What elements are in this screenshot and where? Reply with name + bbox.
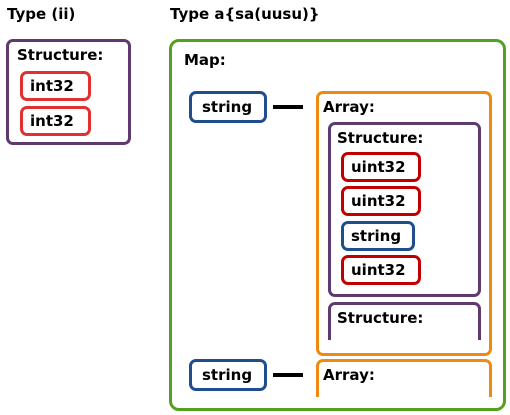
type-label: uint32 [351, 192, 406, 210]
structure-label: Structure: [337, 309, 424, 327]
type-label: uint32 [351, 261, 406, 279]
heading-type-ii: Type (ii) [7, 5, 76, 23]
string-field: string [341, 221, 415, 251]
uint32-field: uint32 [341, 186, 421, 216]
map-label: Map: [184, 51, 226, 69]
key-value-connector [273, 105, 303, 109]
type-label: string [202, 98, 253, 116]
array-box: Array: Structure: uint32 uint32 string u… [316, 91, 492, 356]
key-value-connector [273, 373, 303, 377]
array-box-truncated: Array: [316, 359, 492, 397]
map-box: Map: string Array: Structure: uint32 uin… [169, 39, 506, 411]
map-key-string: string [189, 91, 267, 123]
heading-type-map: Type a{sa(uusu)} [170, 5, 320, 23]
array-label: Array: [323, 98, 375, 116]
structure-box: Structure: int32 int32 [6, 39, 131, 145]
uint32-field: uint32 [341, 255, 421, 285]
structure-label: Structure: [337, 129, 424, 147]
type-label: int32 [30, 112, 74, 130]
structure-box-truncated: Structure: [328, 302, 481, 340]
type-label: string [202, 366, 253, 384]
type-label: string [351, 227, 402, 245]
int32-field: int32 [20, 106, 91, 136]
uint32-field: uint32 [341, 152, 421, 182]
structure-label: Structure: [17, 46, 104, 64]
array-label: Array: [323, 366, 375, 384]
type-label: int32 [30, 77, 74, 95]
structure-box: Structure: uint32 uint32 string uint32 [328, 122, 481, 297]
map-key-string: string [189, 359, 267, 391]
type-label: uint32 [351, 158, 406, 176]
int32-field: int32 [20, 71, 91, 101]
